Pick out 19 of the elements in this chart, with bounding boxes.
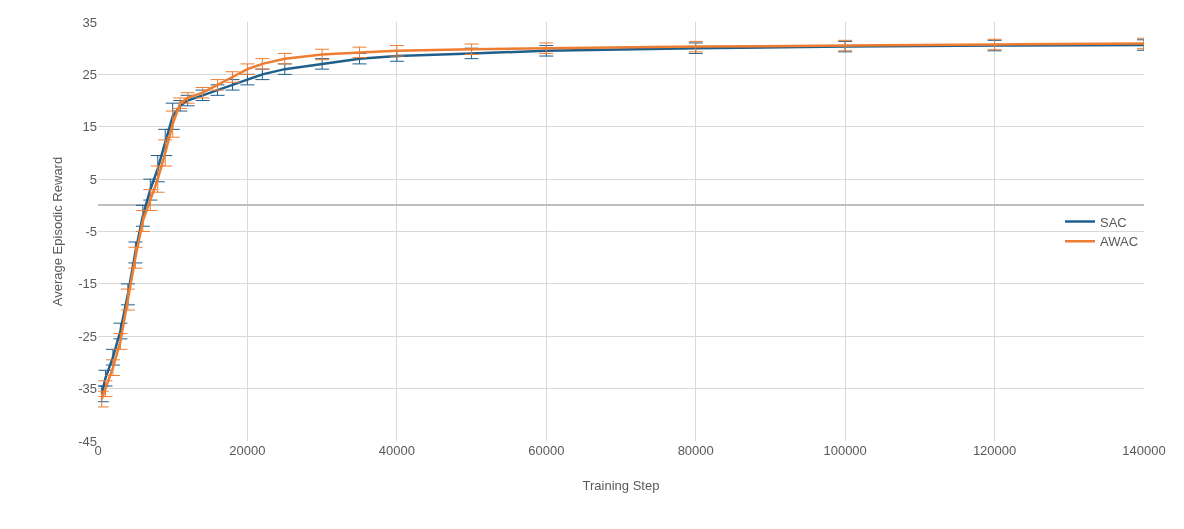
legend-label: AWAC — [1100, 234, 1139, 250]
y-tick-label: -15 — [78, 276, 97, 292]
y-axis-title: Average Episodic Reward — [50, 156, 65, 307]
x-tick-label: 60000 — [528, 443, 565, 458]
y-tick-label: 5 — [89, 171, 97, 187]
y-tick-label: 25 — [82, 66, 97, 82]
legend-label: SAC — [1100, 214, 1127, 230]
x-tick-label: 120000 — [972, 443, 1017, 458]
x-tick-label: 140000 — [1122, 443, 1166, 458]
x-tick-label: 20000 — [229, 443, 266, 458]
x-tick-label: 40000 — [378, 443, 415, 458]
y-tick-label: -35 — [78, 381, 97, 397]
x-tick-label: 80000 — [677, 443, 714, 458]
y-tick-label: 35 — [82, 14, 97, 30]
y-tick-label: -25 — [78, 328, 97, 344]
y-tick-label: 15 — [82, 119, 97, 135]
y-tick-label: -5 — [85, 224, 97, 240]
x-axis-title: Training Step — [582, 478, 660, 493]
x-tick-label: 100000 — [823, 443, 867, 458]
